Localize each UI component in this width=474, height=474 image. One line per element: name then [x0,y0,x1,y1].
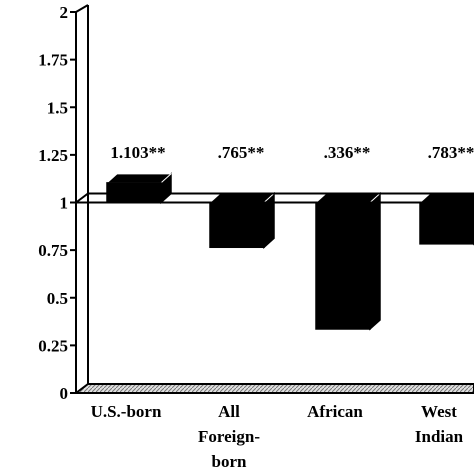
y-axis-top-edge [75,4,89,13]
bar [315,201,371,330]
bars [73,172,474,331]
bar-side [369,191,381,331]
category-label: All [218,402,240,421]
y-tick-label: 1 [60,194,69,213]
bar-top [208,193,276,203]
y-tick-label: 2 [60,3,69,22]
bar-top [314,193,382,203]
y-tick-label: 1.75 [38,51,68,70]
category-label: Indian [415,427,464,446]
category-label: West [421,402,457,421]
data-label: .336** [324,143,371,162]
labels: 0 0.25 0.5 0.75 1 1.25 1.5 1.75 2 1.103** .765** .3… [38,3,474,471]
bar [419,201,474,245]
category-label: Foreign- [198,427,260,446]
category-label: U.S.-born [91,402,162,421]
data-label: .765** [218,143,265,162]
y-tick-label: 0.75 [38,241,68,260]
category-label: born [212,452,248,471]
y-tick-label: 0.25 [38,336,68,355]
y-tick-label: 1.5 [47,98,68,117]
data-label: .783** [428,143,474,162]
data-label: 1.103** [110,143,165,162]
axes [70,4,474,394]
baseline-plane [73,192,474,204]
y-tick-label: 0 [60,384,69,403]
bar-top [105,173,173,184]
bar [209,201,265,249]
y-tick-label: 0.5 [47,289,68,308]
category-label: African [307,402,363,421]
y-tick-label: 1.25 [38,146,68,165]
bar-top [418,193,474,203]
chart-floor [73,383,474,394]
